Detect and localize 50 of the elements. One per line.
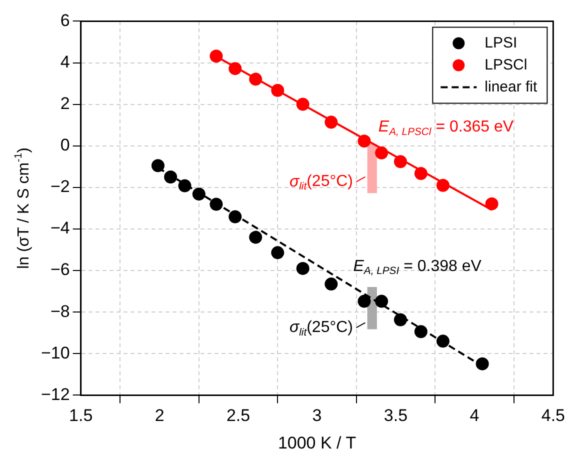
point (394, 155, 407, 168)
y-tick-label: 4 (60, 52, 70, 72)
point (476, 357, 489, 370)
point (414, 167, 428, 180)
point (358, 294, 371, 308)
y-tick-label: −4 (50, 218, 70, 238)
y-tick-label: −6 (50, 260, 70, 280)
legend-label: LPSCl (484, 56, 528, 74)
point (271, 246, 284, 260)
point (324, 278, 338, 291)
y-tick-label: 2 (60, 94, 70, 113)
point (271, 84, 284, 97)
y-tick-label: −8 (50, 302, 70, 321)
point (296, 98, 310, 111)
point (192, 188, 206, 201)
point (324, 116, 338, 129)
legend-label: LPSI (484, 34, 518, 52)
point (178, 179, 192, 192)
y-tick-label: 0 (60, 136, 70, 155)
legend-label: linear fit (484, 78, 538, 96)
point (151, 159, 164, 172)
point (436, 334, 450, 348)
point (375, 294, 388, 308)
point (228, 210, 242, 224)
point (210, 50, 223, 63)
point (296, 262, 310, 275)
point (249, 72, 262, 86)
y-tick-label: 6 (60, 10, 70, 30)
x-tick-label: 4.5 (541, 406, 566, 426)
point (249, 230, 262, 244)
x-tick-label: 2 (154, 406, 164, 426)
point (436, 178, 450, 192)
point (358, 134, 371, 148)
point (394, 313, 407, 326)
x-tick-label: 3 (312, 406, 322, 426)
point (164, 170, 178, 184)
y-tick-label: −2 (50, 177, 70, 196)
point (210, 198, 223, 211)
y-axis-title: ln (σT / K S cm-1) (13, 148, 32, 269)
x-tick-label: 2.5 (226, 406, 250, 426)
point (485, 197, 498, 210)
y-tick-label: −12 (40, 384, 70, 404)
x-tick-label: 1.5 (69, 406, 93, 426)
point (228, 62, 242, 76)
point (414, 325, 428, 338)
x-tick-label: 3.5 (384, 406, 408, 426)
x-axis-title: 1000 K / T (278, 433, 356, 452)
y-tick-label: −10 (40, 343, 70, 362)
point (375, 146, 388, 160)
x-tick-label: 4 (470, 406, 480, 426)
